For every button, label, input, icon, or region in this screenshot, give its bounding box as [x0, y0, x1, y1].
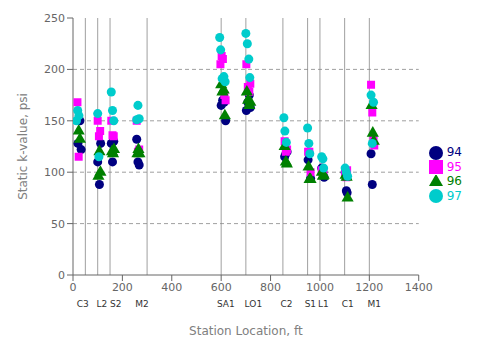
- svg-text:1000: 1000: [306, 281, 334, 294]
- svg-text:50: 50: [51, 218, 65, 231]
- svg-text:Station Location, ft: Station Location, ft: [189, 324, 303, 338]
- svg-text:L2: L2: [96, 299, 107, 309]
- svg-text:150: 150: [44, 115, 65, 128]
- svg-text:1200: 1200: [355, 281, 383, 294]
- svg-text:C2: C2: [280, 299, 292, 309]
- svg-text:800: 800: [260, 281, 281, 294]
- svg-text:200: 200: [44, 63, 65, 76]
- html-text:97: 97: [446, 188, 462, 203]
- svg-text:SA1: SA1: [217, 299, 235, 309]
- svg-text:M2: M2: [135, 299, 149, 309]
- html-text:95: 95: [446, 159, 462, 174]
- svg-text:C1: C1: [342, 299, 354, 309]
- svg-text:LO1: LO1: [245, 299, 263, 309]
- svg-text:600: 600: [211, 281, 232, 294]
- svg-text:S2: S2: [110, 299, 121, 309]
- svg-text:200: 200: [112, 281, 133, 294]
- svg-text:100: 100: [44, 166, 65, 179]
- svg-text:Static k-value, psi: Static k-value, psi: [16, 93, 30, 200]
- svg-text:L1: L1: [318, 299, 329, 309]
- svg-text:S1: S1: [305, 299, 316, 309]
- svg-text:0: 0: [58, 269, 65, 282]
- svg-text:0: 0: [70, 281, 77, 294]
- svg-text:M1: M1: [368, 299, 382, 309]
- svg-text:1400: 1400: [405, 281, 433, 294]
- svg-text:400: 400: [161, 281, 182, 294]
- html-text:94: 94: [446, 145, 462, 159]
- html-text:96: 96: [446, 174, 462, 188]
- svg-text:250: 250: [44, 12, 65, 25]
- svg-text:C3: C3: [77, 299, 89, 309]
